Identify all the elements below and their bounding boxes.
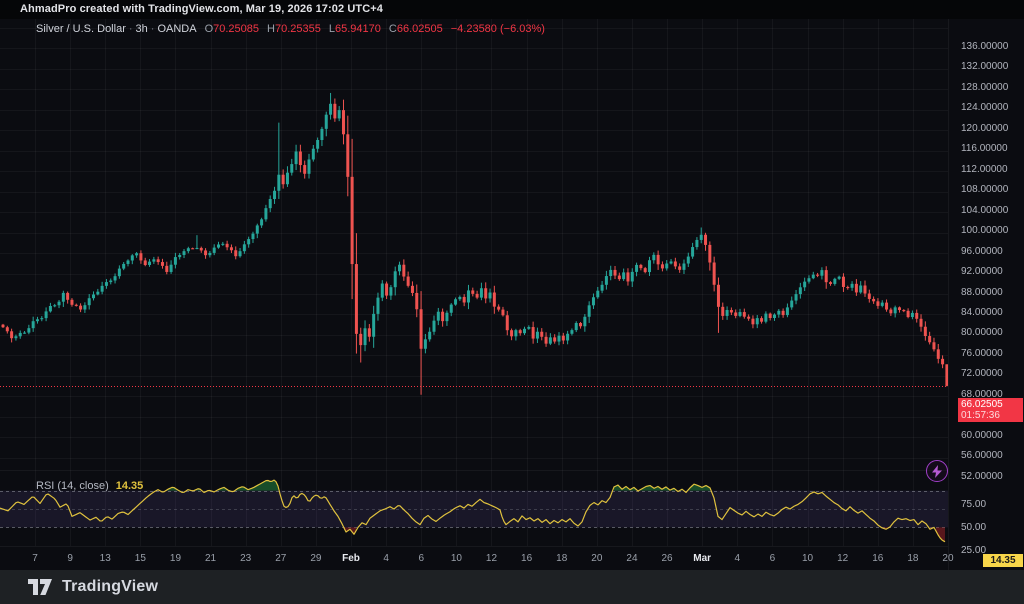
- time-tick-label: 10: [450, 553, 462, 564]
- last-price-label: 66.02505 01:57:36: [958, 397, 1023, 422]
- time-tick-label: 18: [907, 553, 919, 564]
- time-tick-label: 9: [67, 553, 73, 564]
- time-tick-label: 23: [240, 553, 252, 564]
- price-tick-label: 116.00000: [961, 143, 1008, 155]
- rsi-legend[interactable]: RSI (14, close) 14.35: [36, 480, 143, 492]
- rsi-tick-label: 75.00: [961, 499, 987, 510]
- price-tick-label: 76.00000: [961, 347, 1003, 359]
- time-tick-label: 29: [310, 553, 322, 564]
- price-tick-label: 108.00000: [961, 184, 1009, 196]
- price-tick-label: 84.00000: [961, 306, 1003, 318]
- tradingview-logo-link[interactable]: TradingView: [27, 576, 158, 598]
- legend-separator: ·: [150, 23, 155, 35]
- time-tick-label: 26: [661, 553, 673, 564]
- time-tick-label: 13: [99, 553, 111, 564]
- time-tick-label: 6: [418, 553, 425, 564]
- time-tick-label: Mar: [693, 553, 712, 564]
- price-tick-label: 96.00000: [961, 245, 1003, 257]
- high-value: 70.25355: [274, 23, 321, 35]
- lightning-icon: [932, 464, 942, 478]
- close-label: C: [388, 23, 397, 35]
- price-tick-label: 60.00000: [961, 429, 1003, 441]
- price-tick-label: 128.00000: [961, 81, 1009, 93]
- time-tick-label: 27: [275, 553, 287, 564]
- time-tick-label: 4: [383, 553, 389, 564]
- time-tick-label: 4: [734, 553, 741, 564]
- rsi-tick-label: 50.00: [961, 522, 987, 533]
- price-tick-label: 132.00000: [961, 61, 1009, 73]
- time-tick-label: 18: [556, 553, 568, 564]
- time-tick-label: 7: [32, 553, 38, 564]
- attribution-bar: AhmadPro created with TradingView.com, M…: [0, 0, 1024, 19]
- time-tick-label: 20: [942, 553, 954, 564]
- bar-countdown: 01:57:36: [961, 409, 1000, 421]
- low-value: 65.94170: [335, 23, 381, 35]
- close-value: 66.02505: [396, 23, 443, 35]
- time-tick-label: 10: [801, 553, 814, 564]
- flash-boost-button[interactable]: [926, 460, 948, 482]
- price-tick-label: 124.00000: [961, 102, 1009, 114]
- time-tick-label: 24: [626, 553, 638, 564]
- time-tick-label: 12: [485, 553, 498, 564]
- rsi-tick-label: 25.00: [961, 545, 987, 556]
- price-tick-label: 100.00000: [961, 225, 1009, 237]
- time-tick-label: 16: [872, 553, 884, 564]
- open-value: 70.25085: [213, 23, 260, 35]
- attribution-text: AhmadPro created with TradingView.com, M…: [20, 3, 384, 15]
- symbol-legend[interactable]: Silver / U.S. Dollar · 3h · OANDA O70.25085 H7…: [36, 23, 545, 35]
- price-tick-label: 112.00000: [961, 163, 1008, 175]
- price-tick-label: 56.00000: [961, 450, 1003, 462]
- tradingview-logo-icon: [28, 579, 52, 595]
- price-tick-label: 92.00000: [961, 266, 1003, 278]
- price-tick-label: 88.00000: [961, 286, 1003, 298]
- open-label: O: [204, 23, 214, 35]
- symbol-title[interactable]: Silver / U.S. Dollar: [36, 23, 126, 35]
- symbol-interval[interactable]: 3h: [135, 23, 148, 35]
- price-tick-label: 120.00000: [961, 122, 1009, 134]
- time-tick-label: 15: [134, 553, 146, 564]
- price-tick-label: 72.00000: [961, 368, 1003, 380]
- rsi-current-value: 14.35: [115, 480, 144, 492]
- price-tick-label: 68.00000: [961, 388, 1003, 400]
- time-tick-label: 21: [205, 553, 217, 564]
- time-tick-label: Feb: [342, 553, 360, 564]
- price-tick-label: 52.00000: [961, 470, 1003, 482]
- high-label: H: [267, 23, 275, 35]
- price-axis[interactable]: 66.02505 01:57:36 14.35 136.00000 132.000…: [948, 19, 1024, 570]
- price-tick-label: 80.00000: [961, 327, 1003, 339]
- price-chart-canvas[interactable]: [0, 19, 948, 546]
- last-price-value: 66.02505: [961, 398, 1003, 410]
- time-tick-label: 12: [837, 553, 849, 564]
- tradingview-wordmark: TradingView: [62, 578, 159, 595]
- change-value: −4.23580 (−6.03%): [450, 23, 545, 35]
- price-tick-label: 136.00000: [961, 41, 1009, 52]
- rsi-title[interactable]: RSI (14, close): [36, 480, 109, 492]
- chart-area[interactable]: Silver / U.S. Dollar · 3h · OANDA O70.25085 H7…: [0, 19, 1024, 570]
- time-tick-label: 6: [769, 553, 776, 564]
- time-axis[interactable]: 7 9 13 15 19 21 23 27 29 Feb 4 6 10 12 16 18 20 24 26 Mar 4 6…: [0, 546, 954, 571]
- price-tick-label: 104.00000: [961, 204, 1009, 216]
- legend-separator: ·: [128, 23, 133, 35]
- low-label: L: [328, 23, 335, 35]
- time-tick-label: 16: [521, 553, 533, 564]
- time-tick-label: 19: [169, 553, 182, 564]
- symbol-exchange[interactable]: OANDA: [157, 23, 197, 35]
- rsi-value-label: 14.35: [983, 553, 1023, 567]
- time-tick-label: 20: [591, 553, 603, 564]
- bottom-brand-bar: TradingView: [0, 570, 1024, 604]
